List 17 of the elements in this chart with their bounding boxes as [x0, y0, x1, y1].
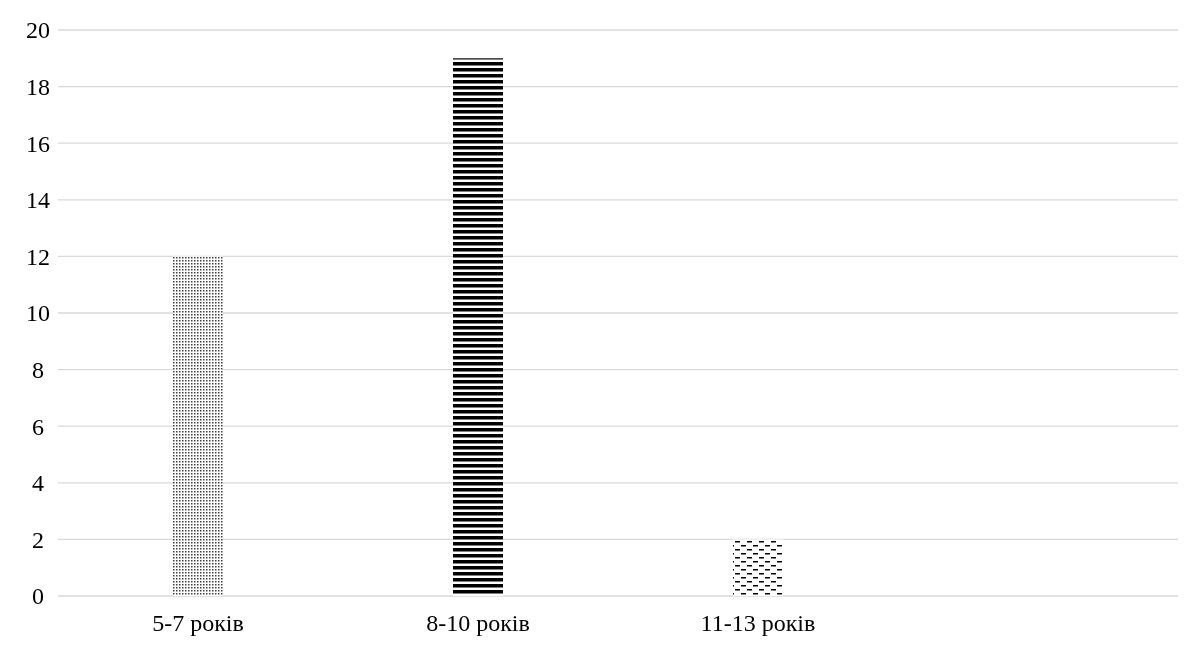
y-tick-label: 0	[32, 583, 44, 610]
y-tick-label: 20	[26, 17, 50, 44]
x-tick-label: 8-10 років	[426, 610, 530, 636]
y-tick-label: 18	[26, 74, 50, 100]
y-tick-label: 16	[26, 130, 50, 157]
y-tick-label: 12	[26, 243, 50, 270]
x-tick-label: 5-7 років	[152, 610, 244, 636]
y-tick-label: 14	[26, 187, 50, 214]
y-tick-label: 4	[32, 470, 44, 497]
y-tick-label: 8	[32, 357, 44, 383]
y-tick-label: 6	[32, 413, 44, 440]
y-tick-label: 10	[26, 300, 50, 327]
bar	[453, 58, 503, 596]
bar	[733, 539, 783, 596]
y-tick-label: 2	[32, 526, 44, 553]
bar	[173, 256, 223, 596]
x-tick-label: 11-13 років	[700, 610, 816, 636]
